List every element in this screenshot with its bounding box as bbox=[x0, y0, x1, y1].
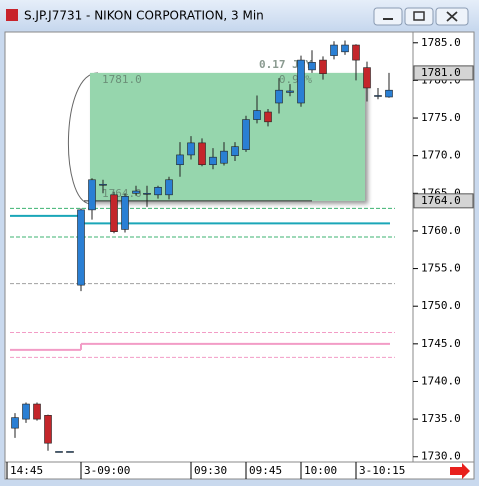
candle-body bbox=[374, 95, 382, 97]
candle-body bbox=[187, 142, 195, 156]
candle-body bbox=[66, 451, 74, 453]
box-arc bbox=[67, 72, 99, 205]
maximize-button[interactable] bbox=[404, 7, 434, 26]
candle-body bbox=[33, 403, 41, 420]
price-marker bbox=[413, 193, 474, 209]
time-axis bbox=[4, 461, 475, 480]
plot-layer: 1730.0 1735.0 1740.0 1745.0 1750.0 1755.0 1760… bbox=[6, 36, 474, 479]
y-tick-label: 1750.0 bbox=[421, 299, 461, 312]
candle-body bbox=[220, 150, 228, 164]
candle-body bbox=[198, 142, 206, 166]
scroll-arrow[interactable] bbox=[450, 463, 470, 479]
candle-body bbox=[176, 154, 184, 166]
candle-body bbox=[99, 183, 107, 186]
candle-body bbox=[231, 146, 239, 156]
candle-body bbox=[110, 194, 118, 232]
candle-body bbox=[242, 119, 250, 150]
x-tick-label: 09:30 bbox=[194, 464, 227, 477]
candle-body bbox=[165, 179, 173, 196]
window-buttons[interactable] bbox=[373, 7, 469, 26]
candle-body bbox=[286, 90, 294, 93]
app-icon bbox=[6, 9, 18, 21]
candle-body bbox=[253, 110, 261, 120]
candle-body bbox=[88, 179, 96, 211]
candle-body bbox=[22, 403, 30, 420]
candle-body bbox=[319, 59, 327, 74]
minimize-button[interactable] bbox=[373, 7, 403, 26]
range-box bbox=[90, 72, 365, 201]
y-tick-label: 1730.0 bbox=[421, 450, 461, 463]
y-tick-label: 1735.0 bbox=[421, 412, 461, 425]
candle-body bbox=[308, 62, 316, 71]
y-tick-label: 1785.0 bbox=[421, 36, 461, 49]
candle-body bbox=[264, 111, 272, 123]
candle-body bbox=[330, 44, 338, 56]
y-tick-label: 1760.0 bbox=[421, 224, 461, 237]
box-change-pct: 0.96% bbox=[279, 73, 312, 86]
x-tick-label: 10:00 bbox=[304, 464, 337, 477]
candle-body bbox=[352, 44, 360, 61]
y-tick-label: 1770.0 bbox=[421, 149, 461, 162]
candle-body bbox=[275, 89, 283, 104]
candle-body bbox=[363, 67, 371, 89]
box-top-label: 1781.0 bbox=[102, 73, 142, 86]
candle-body bbox=[143, 193, 151, 195]
x-tick-label: 3-09:00 bbox=[84, 464, 130, 477]
y-tick-label: 1745.0 bbox=[421, 337, 461, 350]
candle-body bbox=[154, 186, 162, 196]
y-tick-label: 1755.0 bbox=[421, 262, 461, 275]
price-marker-label: 1764.0 bbox=[421, 194, 461, 207]
candle-body bbox=[44, 415, 52, 444]
candle-body bbox=[209, 156, 217, 166]
candle-body bbox=[55, 451, 63, 453]
candle-body bbox=[341, 44, 349, 53]
candle-body bbox=[132, 190, 140, 194]
x-tick-label: 3-10:15 bbox=[359, 464, 405, 477]
candle-body bbox=[385, 89, 393, 98]
x-tick-label: 09:45 bbox=[249, 464, 282, 477]
price-axis bbox=[412, 31, 475, 463]
price-marker-label: 1781.0 bbox=[421, 66, 461, 79]
y-tick-label: 1740.0 bbox=[421, 374, 461, 387]
price-marker bbox=[413, 65, 474, 81]
window-title: S.JP.J7731 - NIKON CORPORATION, 3 Min bbox=[24, 9, 264, 23]
candle-body bbox=[11, 417, 19, 429]
y-tick-label: 1775.0 bbox=[421, 111, 461, 124]
x-tick-label: 14:45 bbox=[10, 464, 43, 477]
candle-body bbox=[77, 209, 85, 286]
candle-body bbox=[297, 59, 305, 104]
candle-body bbox=[121, 196, 129, 230]
